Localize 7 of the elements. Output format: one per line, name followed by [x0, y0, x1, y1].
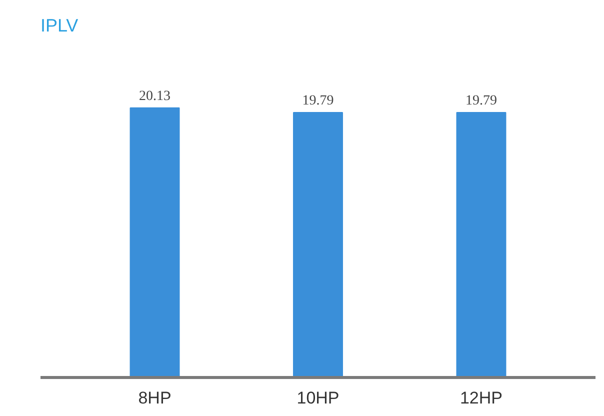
data-label: 19.79: [302, 93, 334, 108]
x-tick-label: 10HP: [296, 388, 340, 408]
x-tick-label: 12HP: [460, 388, 503, 408]
x-tick-label: 8HP: [138, 388, 172, 408]
y-axis-title: IPLV: [40, 16, 78, 36]
data-label: 20.13: [139, 88, 171, 104]
data-label: 19.79: [465, 93, 497, 108]
